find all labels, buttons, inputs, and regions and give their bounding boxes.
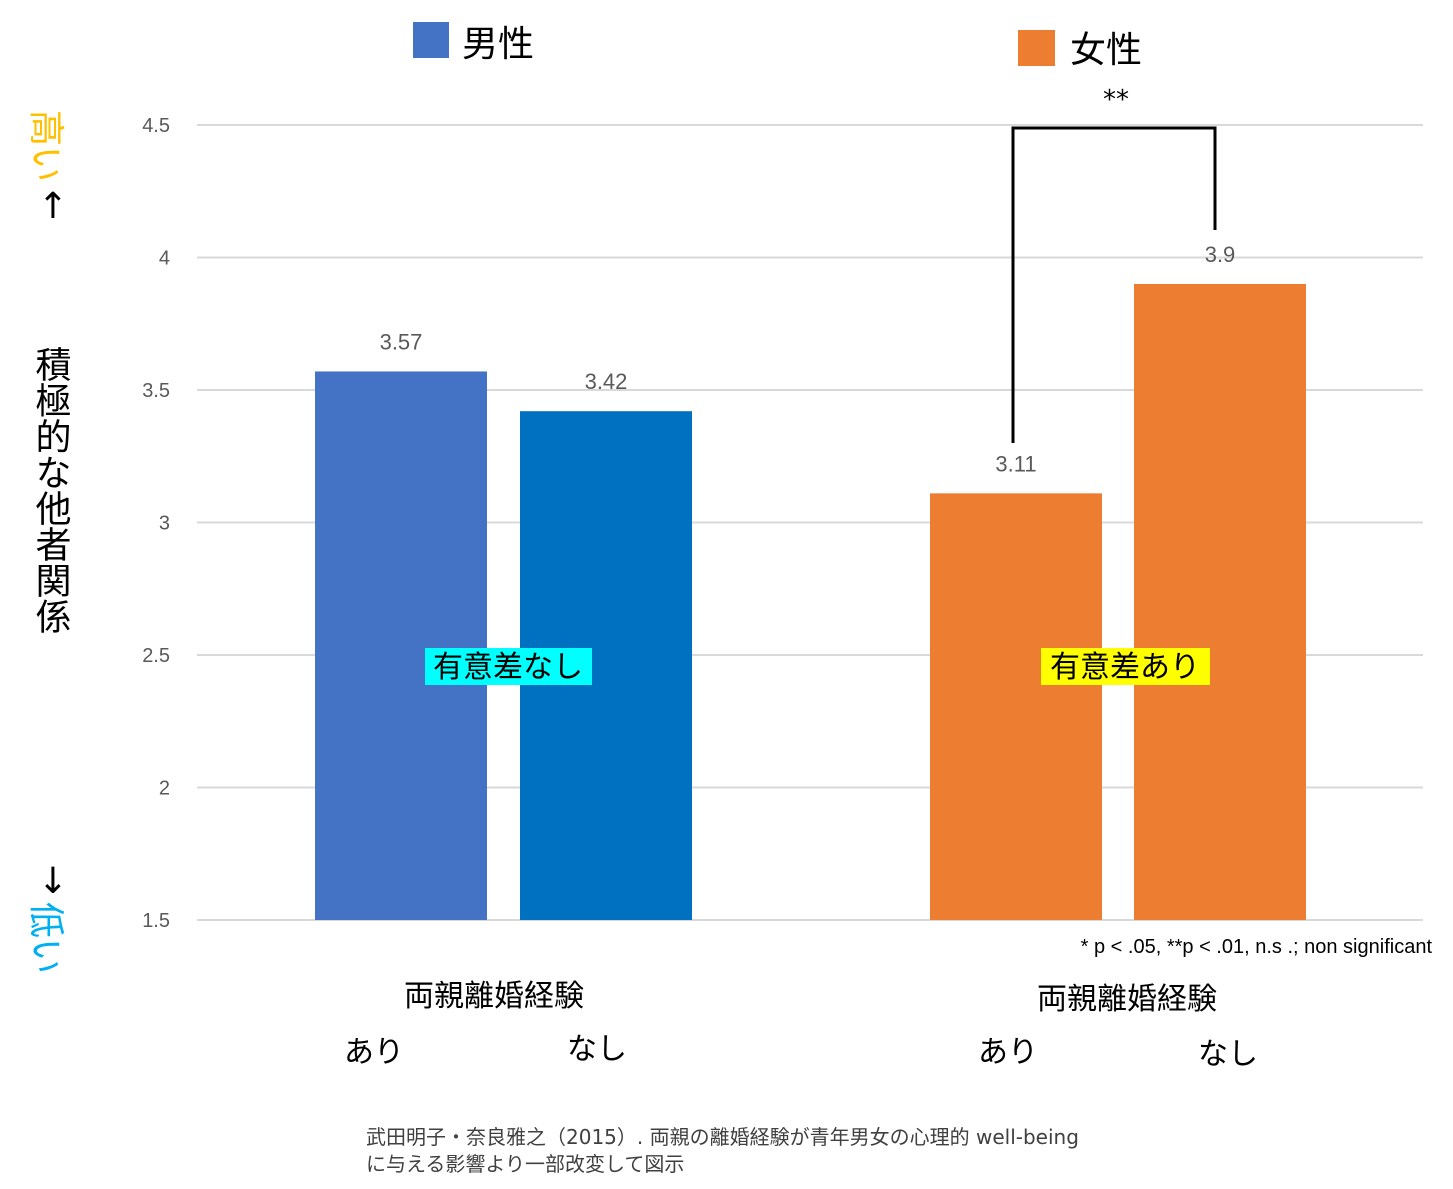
y-tick-label: 3 — [159, 513, 170, 535]
data-label: 3.57 — [380, 329, 423, 354]
bars — [315, 284, 1306, 920]
category-label-female-nashi: なし — [1198, 1037, 1258, 1072]
y-low-arrow: ↓ — [38, 861, 68, 902]
significance-stars: ** — [1103, 85, 1129, 115]
caption-line-1: 武田明子・奈良雅之（2015）. 両親の離婚経験が青年男女の心理的 well-b… — [366, 1125, 1079, 1149]
bracket-line — [1011, 126, 1217, 443]
data-label: 3.42 — [585, 369, 628, 394]
group-label-male: 両親離婚経験 — [404, 979, 584, 1014]
group-label-female: 両親離婚経験 — [1037, 982, 1217, 1017]
y-axis-ticks: 1.5 2 2.5 3 3.5 4 4.5 — [142, 115, 170, 932]
y-axis-label: 高い ↑ 積極的な他者関係 ↓ 低い — [25, 110, 72, 974]
y-tick-label: 2.5 — [142, 645, 170, 667]
bar-male-ari — [315, 371, 487, 920]
y-low-label: 低い — [25, 902, 66, 974]
caption-line-2: に与える影響より一部改変して図示 — [366, 1152, 684, 1176]
significance-bracket: ** — [1011, 85, 1217, 443]
significance-note: * p < .05, **p < .01, n.s .; non signifi… — [1081, 936, 1433, 958]
data-labels: 3.57 3.42 3.11 3.9 — [380, 242, 1236, 476]
category-label-female-ari: あり — [978, 1035, 1038, 1070]
highlight-male — [425, 648, 592, 685]
y-tick-label: 4.5 — [142, 115, 170, 137]
significance-label-male: 有意差なし — [425, 648, 592, 685]
y-tick-label: 3.5 — [142, 380, 170, 402]
y-high-arrow: ↑ — [38, 186, 68, 227]
bar-female-ari — [930, 493, 1102, 920]
highlight-female — [1041, 648, 1210, 685]
legend-label-male: 男性 — [462, 24, 534, 65]
data-label: 3.9 — [1205, 242, 1236, 267]
y-tick-label: 4 — [159, 248, 170, 270]
legend: 男性 女性 — [413, 22, 1142, 71]
legend-swatch-male — [413, 22, 449, 58]
legend-label-female: 女性 — [1070, 30, 1142, 71]
category-label-male-nashi: なし — [567, 1032, 627, 1067]
y-high-label: 高い — [25, 110, 66, 182]
bar-female-nashi — [1134, 284, 1306, 920]
y-tick-label: 2 — [159, 778, 170, 800]
legend-swatch-female — [1018, 30, 1055, 66]
y-tick-label: 1.5 — [142, 910, 170, 932]
significance-text-male: 有意差なし — [433, 650, 583, 685]
significance-label-female: 有意差あり — [1041, 648, 1210, 685]
y-axis-title: 積極的な他者関係 — [30, 346, 72, 634]
significance-text-female: 有意差あり — [1050, 650, 1200, 685]
data-label: 3.11 — [995, 451, 1036, 476]
category-label-male-ari: あり — [344, 1035, 404, 1070]
